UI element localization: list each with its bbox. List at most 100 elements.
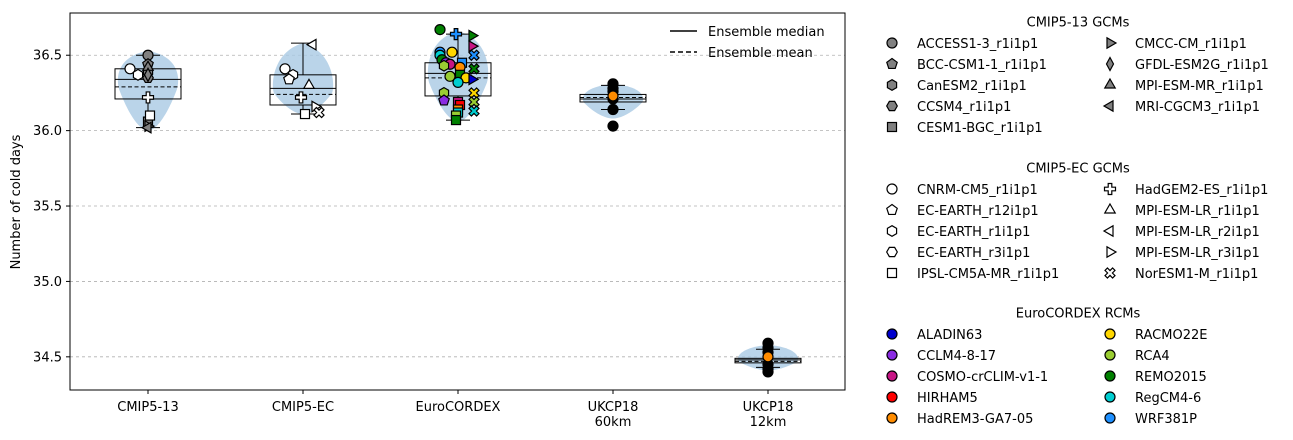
marker-shape — [140, 121, 152, 134]
marker-shape — [299, 108, 311, 120]
marker-shape — [468, 73, 480, 86]
marker-shape — [886, 246, 898, 258]
marker-shape — [886, 267, 898, 279]
marker-shape — [446, 46, 458, 58]
marker-shape — [124, 63, 136, 75]
legend-marker — [886, 225, 898, 237]
data-point — [468, 49, 480, 62]
marker-shape — [1104, 391, 1116, 403]
marker-shape — [1104, 349, 1116, 361]
data-point — [468, 105, 480, 117]
marker-shape — [144, 110, 156, 121]
marker-shape — [450, 114, 462, 126]
legend-marker — [1106, 36, 1118, 50]
legend-line-label: Ensemble median — [708, 25, 825, 40]
data-point — [294, 91, 308, 104]
legend-marker — [886, 391, 898, 403]
data-point — [452, 76, 464, 88]
legend-marker — [886, 349, 898, 361]
marker-shape — [1106, 245, 1118, 259]
legend-marker — [1104, 267, 1116, 279]
marker-shape — [468, 62, 480, 75]
marker-shape — [468, 29, 480, 42]
marker-shape — [886, 100, 898, 112]
data-point — [607, 90, 619, 102]
legend-item-label: HadGEM2-ES_r1i1p1 — [1135, 183, 1268, 198]
marker-shape — [607, 103, 619, 116]
legend-item-label: IPSL-CM5A-MR_r1i1p1 — [917, 267, 1059, 282]
legend-item-label: COSMO-crCLIM-v1-1 — [917, 370, 1048, 385]
y-tick-label: 34.5 — [33, 350, 62, 365]
model-markers — [124, 23, 774, 378]
legend-marker — [886, 79, 898, 91]
marker-shape — [313, 106, 325, 119]
data-point — [468, 96, 480, 108]
marker-shape — [1102, 224, 1114, 238]
legend-marker — [1103, 182, 1117, 196]
legend-marker — [886, 267, 898, 279]
marker-shape — [886, 349, 898, 361]
marker-shape — [762, 366, 774, 378]
marker-shape — [279, 63, 291, 75]
legend-item-label: GFDL-ESM2G_r1i1p1 — [1135, 58, 1269, 73]
data-point — [140, 121, 152, 134]
x-axis: CMIP5-13 CMIP5-EC EuroCORDEX UKCP1860kmUKCP… — [117, 390, 793, 430]
legend-marker — [1104, 349, 1116, 361]
legend-item-label: MPI-ESM-MR_r1i1p1 — [1135, 79, 1264, 94]
marker-shape — [886, 391, 898, 403]
legend-marker — [886, 203, 898, 216]
legend-marker — [886, 370, 898, 382]
marker-shape — [1102, 99, 1114, 113]
legend-item-label: CMCC-CM_r1i1p1 — [1135, 37, 1247, 52]
legend-item-label: ACCESS1-3_r1i1p1 — [917, 37, 1038, 52]
data-point — [468, 73, 480, 86]
data-point — [468, 29, 480, 42]
marker-shape — [468, 39, 480, 53]
legend-group-title: CMIP5-13 GCMs — [1027, 16, 1130, 31]
legend-marker — [1104, 391, 1116, 403]
legend-marker — [1106, 245, 1118, 259]
marker-shape — [886, 412, 898, 424]
marker-shape — [305, 38, 317, 51]
model-legend: CMIP5-13 GCMs ACCESS1-3_r1i1p1 BCC-CSM1-1_… — [886, 16, 1269, 427]
legend-line-label: Ensemble mean — [708, 46, 813, 61]
marker-shape — [886, 121, 898, 133]
legend-item-label: MRI-CGCM3_r1i1p1 — [1135, 100, 1260, 115]
legend-marker — [886, 183, 898, 195]
data-point — [141, 91, 155, 104]
line-legend: Ensemble median Ensemble mean — [670, 25, 825, 61]
data-point — [313, 106, 325, 119]
data-point — [305, 38, 317, 51]
legend-item-label: MPI-ESM-LR_r2i1p1 — [1135, 225, 1260, 240]
legend-marker — [1104, 370, 1116, 382]
data-point — [468, 62, 480, 75]
legend-item-label: BCC-CSM1-1_r1i1p1 — [917, 58, 1047, 73]
marker-shape — [434, 23, 446, 36]
marker-shape — [886, 183, 898, 195]
marker-shape — [1103, 77, 1117, 89]
legend-marker — [1103, 77, 1117, 89]
data-point — [302, 78, 316, 89]
marker-shape — [438, 94, 450, 106]
data-point — [762, 351, 774, 363]
legend-item-label: RACMO22E — [1135, 328, 1207, 343]
marker-shape — [302, 78, 316, 89]
legend-item-label: CESM1-BGC_r1i1p1 — [917, 121, 1043, 136]
legend-item-label: CCSM4_r1i1p1 — [917, 100, 1011, 115]
marker-shape — [762, 351, 774, 363]
legend-item-label: EC-EARTH_r12i1p1 — [917, 204, 1039, 219]
marker-shape — [1105, 56, 1115, 72]
data-point — [434, 23, 446, 36]
marker-shape — [1103, 182, 1117, 196]
marker-shape — [438, 59, 450, 72]
legend-marker — [886, 412, 898, 424]
data-point — [450, 114, 462, 126]
y-tick-label: 36.0 — [33, 124, 62, 139]
marker-shape — [468, 105, 480, 117]
marker-shape — [886, 370, 898, 382]
data-point — [144, 110, 156, 121]
y-tick-label: 35.0 — [33, 275, 62, 290]
x-tick-label: 60km — [595, 415, 632, 430]
marker-shape — [886, 328, 898, 340]
